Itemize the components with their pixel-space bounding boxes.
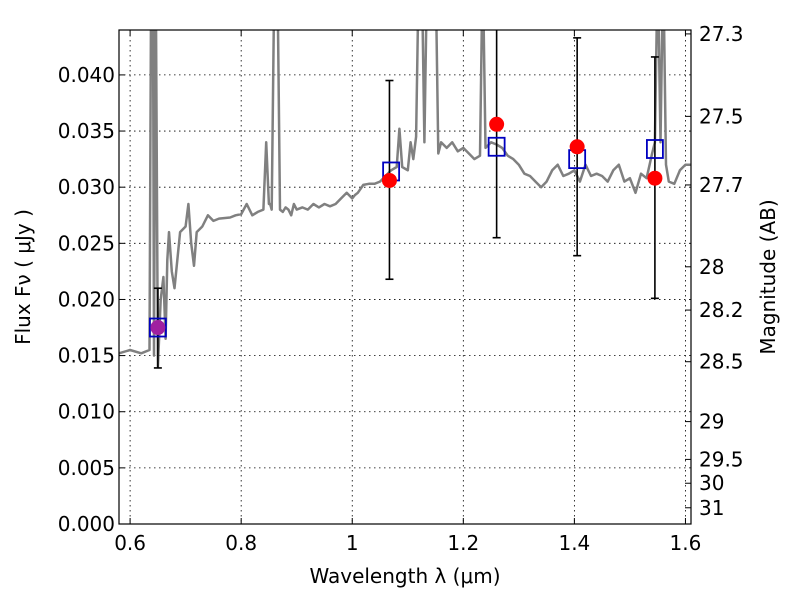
model-photometry-square: [148, 317, 167, 338]
right-axis-title: Magnitude (AB): [756, 199, 780, 354]
spectrum-layer: [119, 30, 691, 369]
x-tick-label: 1.2: [447, 531, 479, 555]
y-tick-label: 0.030: [58, 175, 115, 199]
y-tick-label: 0.005: [58, 456, 115, 480]
x-tick-label: 1.4: [558, 531, 590, 555]
y-tick-label: 0.000: [58, 512, 115, 536]
observed-photometry-layer: [150, 116, 663, 336]
tick-labels: 0.6 0.8 1 1.2 1.4 1.6 0.000 0.005 0.010 0.015 0.02…: [58, 22, 744, 555]
observed-photometry-point: [150, 320, 166, 336]
model-photometry-square: [646, 139, 664, 159]
y-tick-label: 0.025: [58, 231, 115, 255]
error-bar-layer: [153, 30, 659, 369]
y-tick-label: 0.035: [58, 119, 115, 143]
x-tick-label: 0.6: [114, 531, 146, 555]
model-photometry-layer: [148, 136, 664, 338]
y-axis-title: Flux Fν ( μJy ): [11, 209, 35, 345]
observed-photometry-point: [647, 170, 663, 186]
right-tick-label: 28.2: [699, 298, 744, 322]
observed-photometry-point: [569, 139, 585, 155]
y-tick-label: 0.010: [58, 400, 115, 424]
spectrum-line: [119, 30, 691, 369]
x-axis-title: Wavelength λ (μm): [309, 564, 500, 588]
right-tick-label: 28.5: [699, 350, 744, 374]
axis-ticks: [119, 30, 691, 525]
right-tick-label: 28: [699, 255, 724, 279]
right-tick-label: 31: [699, 496, 724, 520]
x-tick-label: 1: [346, 531, 359, 555]
x-tick-label: 0.8: [225, 531, 257, 555]
observed-photometry-point: [489, 116, 505, 132]
grid: [119, 30, 691, 525]
right-tick-label: 30: [699, 471, 724, 495]
right-tick-label: 29.5: [699, 447, 744, 471]
model-photometry-square: [487, 136, 506, 157]
y-tick-label: 0.020: [58, 287, 115, 311]
right-tick-label: 27.5: [699, 104, 744, 128]
plot-frame: [118, 29, 692, 525]
x-tick-label: 1.6: [670, 531, 702, 555]
right-tick-label: 27.3: [699, 22, 744, 46]
y-tick-label: 0.040: [58, 63, 115, 87]
right-tick-label: 27.7: [699, 173, 744, 197]
observed-photometry-point: [381, 172, 397, 188]
right-tick-label: 29: [699, 410, 724, 434]
y-tick-label: 0.015: [58, 344, 115, 368]
